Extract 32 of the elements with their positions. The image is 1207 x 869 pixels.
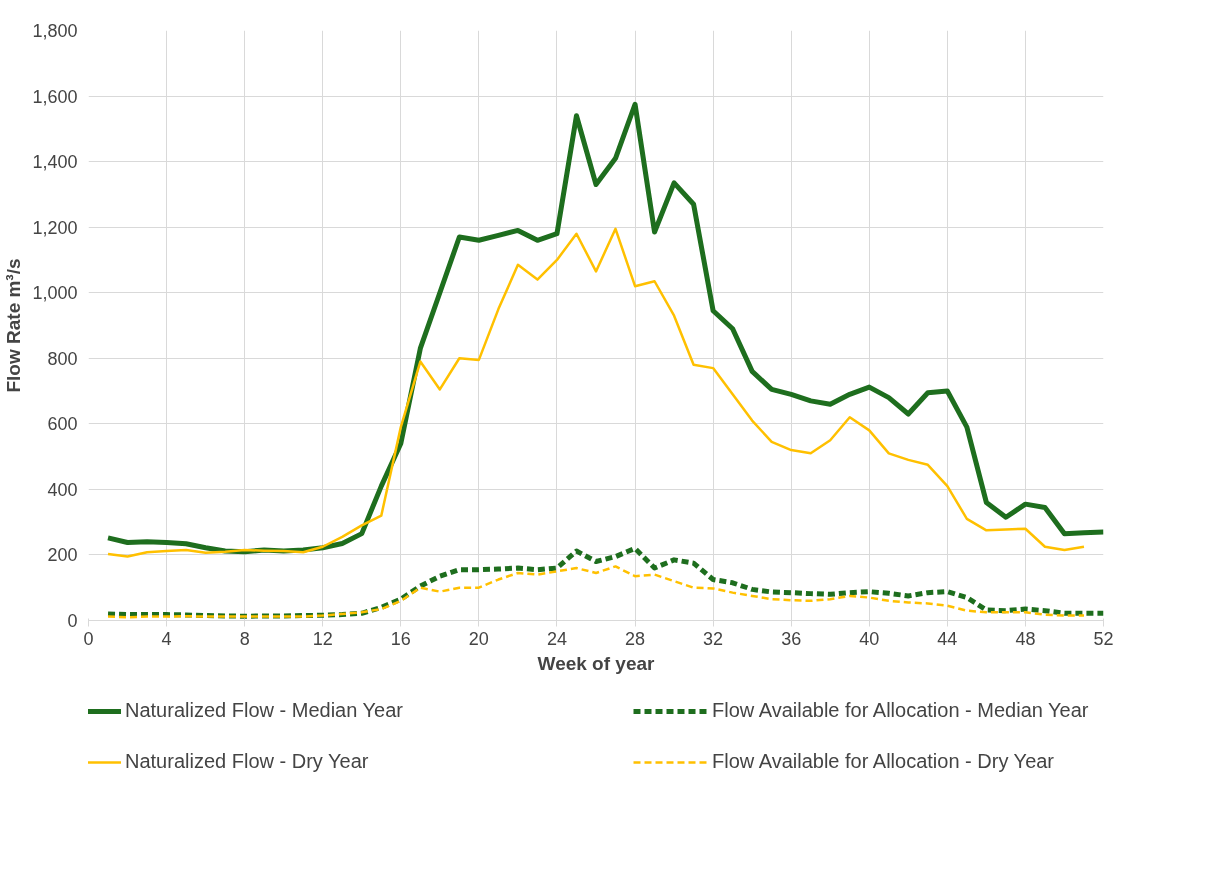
y-tick-label: 1,800	[32, 21, 78, 41]
y-tick-label: 1,000	[32, 283, 78, 304]
x-tick-label: 8	[239, 628, 250, 649]
x-tick-label: 52	[1093, 628, 1114, 649]
x-tick-label: 32	[703, 628, 724, 649]
x-tick-label: 24	[546, 628, 567, 649]
x-tick-label: 20	[468, 628, 489, 649]
legend-label: Naturalized Flow - Dry Year	[125, 750, 370, 773]
legend-label: Flow Available for Allocation - Dry Year	[712, 750, 1056, 773]
line-series	[106, 227, 1086, 558]
x-tick-label: 16	[390, 628, 411, 649]
y-tick-label: 0	[67, 611, 78, 631]
x-tick-label: 44	[937, 628, 958, 649]
y-tick-label: 1,400	[32, 152, 78, 173]
x-axis-title: Week of year	[537, 652, 656, 674]
x-tick-label: 28	[625, 628, 646, 649]
y-tick-label: 200	[47, 545, 78, 566]
x-tick-label: 48	[1015, 628, 1036, 649]
x-tick-label: 0	[83, 628, 94, 649]
x-tick-label: 36	[781, 628, 802, 649]
y-tick-label: 800	[47, 348, 78, 369]
y-tick-label: 1,200	[32, 217, 78, 238]
y-tick-label: 1,600	[32, 86, 78, 107]
y-tick-label: 600	[47, 414, 78, 435]
legend-label: Flow Available for Allocation - Median Year	[712, 699, 1090, 722]
y-axis-title: Flow Rate m³/s	[3, 258, 25, 393]
x-tick-label: 40	[859, 628, 880, 649]
line-series	[106, 565, 1086, 619]
legend-label: Naturalized Flow - Median Year	[125, 699, 404, 722]
y-tick-label: 400	[47, 479, 78, 500]
x-tick-label: 12	[312, 628, 333, 649]
x-tick-label: 4	[161, 628, 172, 649]
